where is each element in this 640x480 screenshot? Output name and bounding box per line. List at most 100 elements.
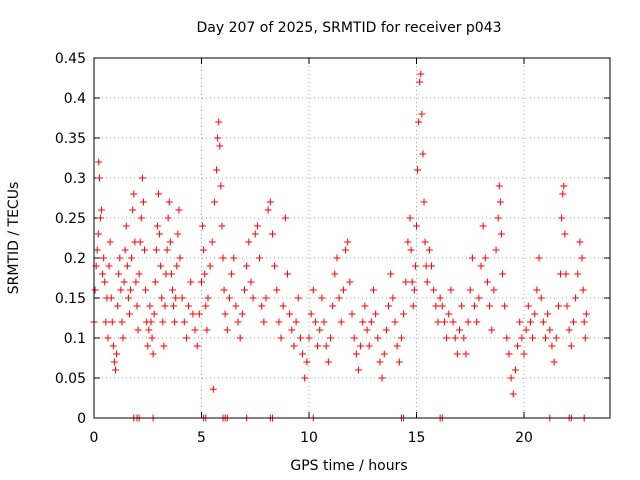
data-point	[133, 302, 141, 310]
data-point	[496, 198, 504, 206]
data-point	[175, 206, 183, 214]
data-point	[213, 166, 221, 174]
data-point	[559, 190, 567, 198]
data-point	[494, 214, 502, 222]
y-tick-label: 0.1	[64, 331, 86, 347]
data-point	[316, 326, 324, 334]
data-point	[271, 262, 279, 270]
data-point	[264, 206, 272, 214]
data-point	[174, 230, 182, 238]
chart-title: Day 207 of 2025, SRMTID for receiver p04…	[196, 20, 501, 36]
data-point	[170, 302, 178, 310]
data-point	[178, 294, 186, 302]
data-point	[142, 286, 150, 294]
data-point	[258, 302, 266, 310]
data-point	[166, 238, 174, 246]
data-point	[402, 278, 410, 286]
data-point	[539, 318, 547, 326]
data-point	[168, 286, 176, 294]
data-point	[132, 278, 140, 286]
data-point	[156, 230, 164, 238]
data-point	[404, 238, 412, 246]
data-point	[141, 246, 149, 254]
y-tick-label: 0.3	[64, 171, 86, 187]
data-point	[121, 246, 129, 254]
data-point	[225, 294, 233, 302]
data-point	[400, 310, 408, 318]
data-point	[318, 294, 326, 302]
data-point	[579, 286, 587, 294]
data-point	[492, 246, 500, 254]
data-point	[314, 342, 322, 350]
y-tick-label: 0.15	[55, 291, 86, 307]
data-point	[284, 270, 291, 278]
axis-ticks: 0 0.05 0.1 0.15 0.2 0.25 0.3 0.35 0.4 0.45 0 5 10 15 2…	[55, 51, 610, 446]
data-point	[195, 310, 203, 318]
data-point	[354, 366, 362, 374]
data-point	[535, 254, 543, 262]
data-point	[187, 278, 195, 286]
y-tick-label: 0.4	[64, 91, 86, 107]
data-point	[130, 190, 138, 198]
data-point	[428, 262, 436, 270]
data-point	[139, 198, 147, 206]
data-point	[430, 286, 438, 294]
data-point	[495, 182, 503, 190]
data-point	[342, 246, 350, 254]
data-point	[443, 334, 451, 342]
data-point	[115, 270, 123, 278]
data-point	[529, 334, 537, 342]
data-point	[417, 70, 425, 78]
data-point	[546, 326, 554, 334]
data-point	[562, 270, 570, 278]
data-point	[449, 318, 457, 326]
data-point	[397, 334, 405, 342]
y-tick-label: 0.2	[64, 251, 86, 267]
data-point	[118, 318, 126, 326]
data-point	[241, 286, 248, 294]
data-point	[526, 318, 534, 326]
data-point	[303, 358, 311, 366]
data-point	[208, 238, 216, 246]
data-point	[460, 334, 468, 342]
data-point	[339, 286, 347, 294]
data-point	[176, 254, 184, 262]
data-point	[152, 246, 160, 254]
data-point	[185, 302, 193, 310]
data-point	[145, 326, 153, 334]
data-point	[220, 286, 228, 294]
data-point	[93, 246, 101, 254]
y-tick-label: 0.05	[55, 371, 86, 387]
data-point	[471, 302, 479, 310]
data-point	[423, 278, 431, 286]
data-point	[477, 262, 485, 270]
data-points	[90, 70, 590, 422]
data-point	[581, 334, 589, 342]
data-point	[107, 294, 115, 302]
data-point	[453, 350, 461, 358]
data-point	[518, 334, 526, 342]
data-point	[411, 262, 419, 270]
x-tick-label: 0	[90, 430, 99, 446]
data-point	[574, 270, 582, 278]
data-point	[95, 174, 103, 182]
data-point	[578, 254, 586, 262]
data-point	[524, 302, 532, 310]
data-point	[367, 318, 375, 326]
data-point	[335, 294, 343, 302]
data-point	[414, 166, 422, 174]
data-point	[432, 302, 440, 310]
data-point	[201, 270, 209, 278]
data-point	[253, 222, 261, 230]
data-point	[488, 326, 496, 334]
data-point	[563, 302, 571, 310]
data-point	[137, 214, 145, 222]
data-point	[560, 182, 568, 190]
data-point	[440, 318, 448, 326]
data-point	[96, 214, 104, 222]
data-point	[374, 334, 382, 342]
data-point	[245, 238, 253, 246]
data-point	[393, 342, 401, 350]
data-point	[415, 118, 423, 126]
